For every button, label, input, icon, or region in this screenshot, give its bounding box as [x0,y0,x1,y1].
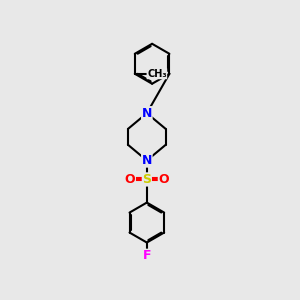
Text: CH₃: CH₃ [147,69,167,79]
Text: N: N [142,107,152,120]
Text: N: N [142,154,152,167]
Text: S: S [142,173,151,186]
Text: F: F [142,249,151,262]
Text: O: O [158,173,169,186]
Text: O: O [125,173,135,186]
